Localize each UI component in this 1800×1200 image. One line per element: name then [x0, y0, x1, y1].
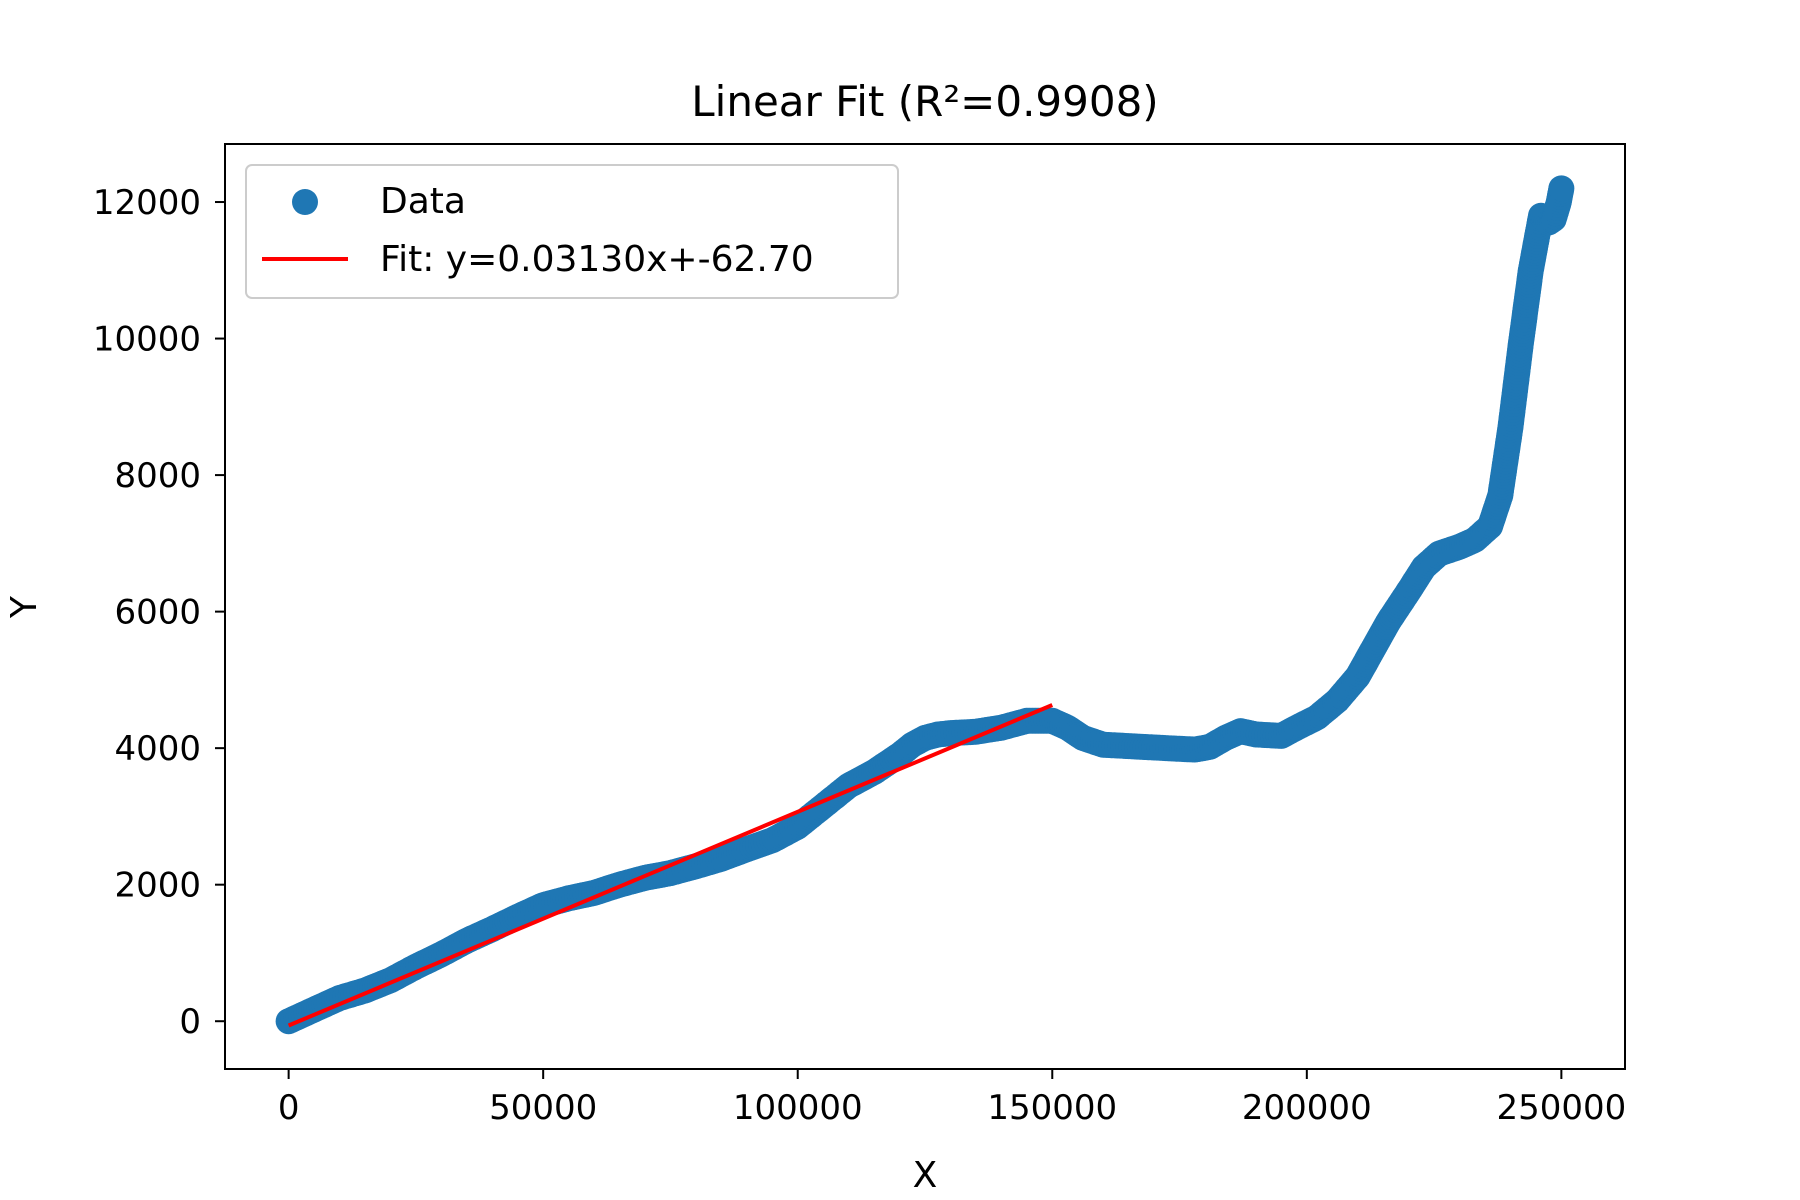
legend-fit-label: Fit: y=0.03130x+-62.70: [380, 239, 814, 280]
legend: Data Fit: y=0.03130x+-62.70: [245, 164, 899, 299]
y-axis-label: Y: [4, 595, 45, 619]
y-tick-label: 8000: [114, 456, 201, 496]
x-axis-label: X: [913, 1155, 938, 1196]
legend-box: [245, 164, 899, 299]
x-tick-label: 50000: [489, 1088, 597, 1128]
x-tick-label: 150000: [987, 1088, 1117, 1128]
x-tick-label: 0: [278, 1088, 300, 1128]
x-tick-label: 200000: [1242, 1088, 1372, 1128]
x-axis-ticks: 0 50000 100000 150000 200000 250000: [278, 1069, 1626, 1128]
fit-line-layer: [287, 703, 1054, 1028]
x-tick-label: 100000: [733, 1088, 863, 1128]
y-tick-label: 2000: [114, 866, 201, 906]
y-tick-label: 0: [179, 1002, 201, 1042]
y-tick-label: 12000: [93, 183, 201, 223]
chart-title: Linear Fit (R²=0.9908): [691, 77, 1158, 126]
data-point: [1548, 175, 1575, 202]
legend-data-label: Data: [380, 181, 466, 222]
y-axis-ticks: 0 2000 4000 6000 8000 10000 12000: [93, 183, 225, 1042]
legend-data-marker: [292, 189, 318, 215]
y-tick-label: 4000: [114, 729, 201, 769]
y-tick-label: 10000: [93, 320, 201, 360]
x-tick-label: 250000: [1496, 1088, 1626, 1128]
plot-area: [224, 143, 1626, 1070]
y-tick-label: 6000: [114, 593, 201, 633]
fit-line: [287, 703, 1054, 1028]
data-layer: [275, 175, 1575, 1035]
